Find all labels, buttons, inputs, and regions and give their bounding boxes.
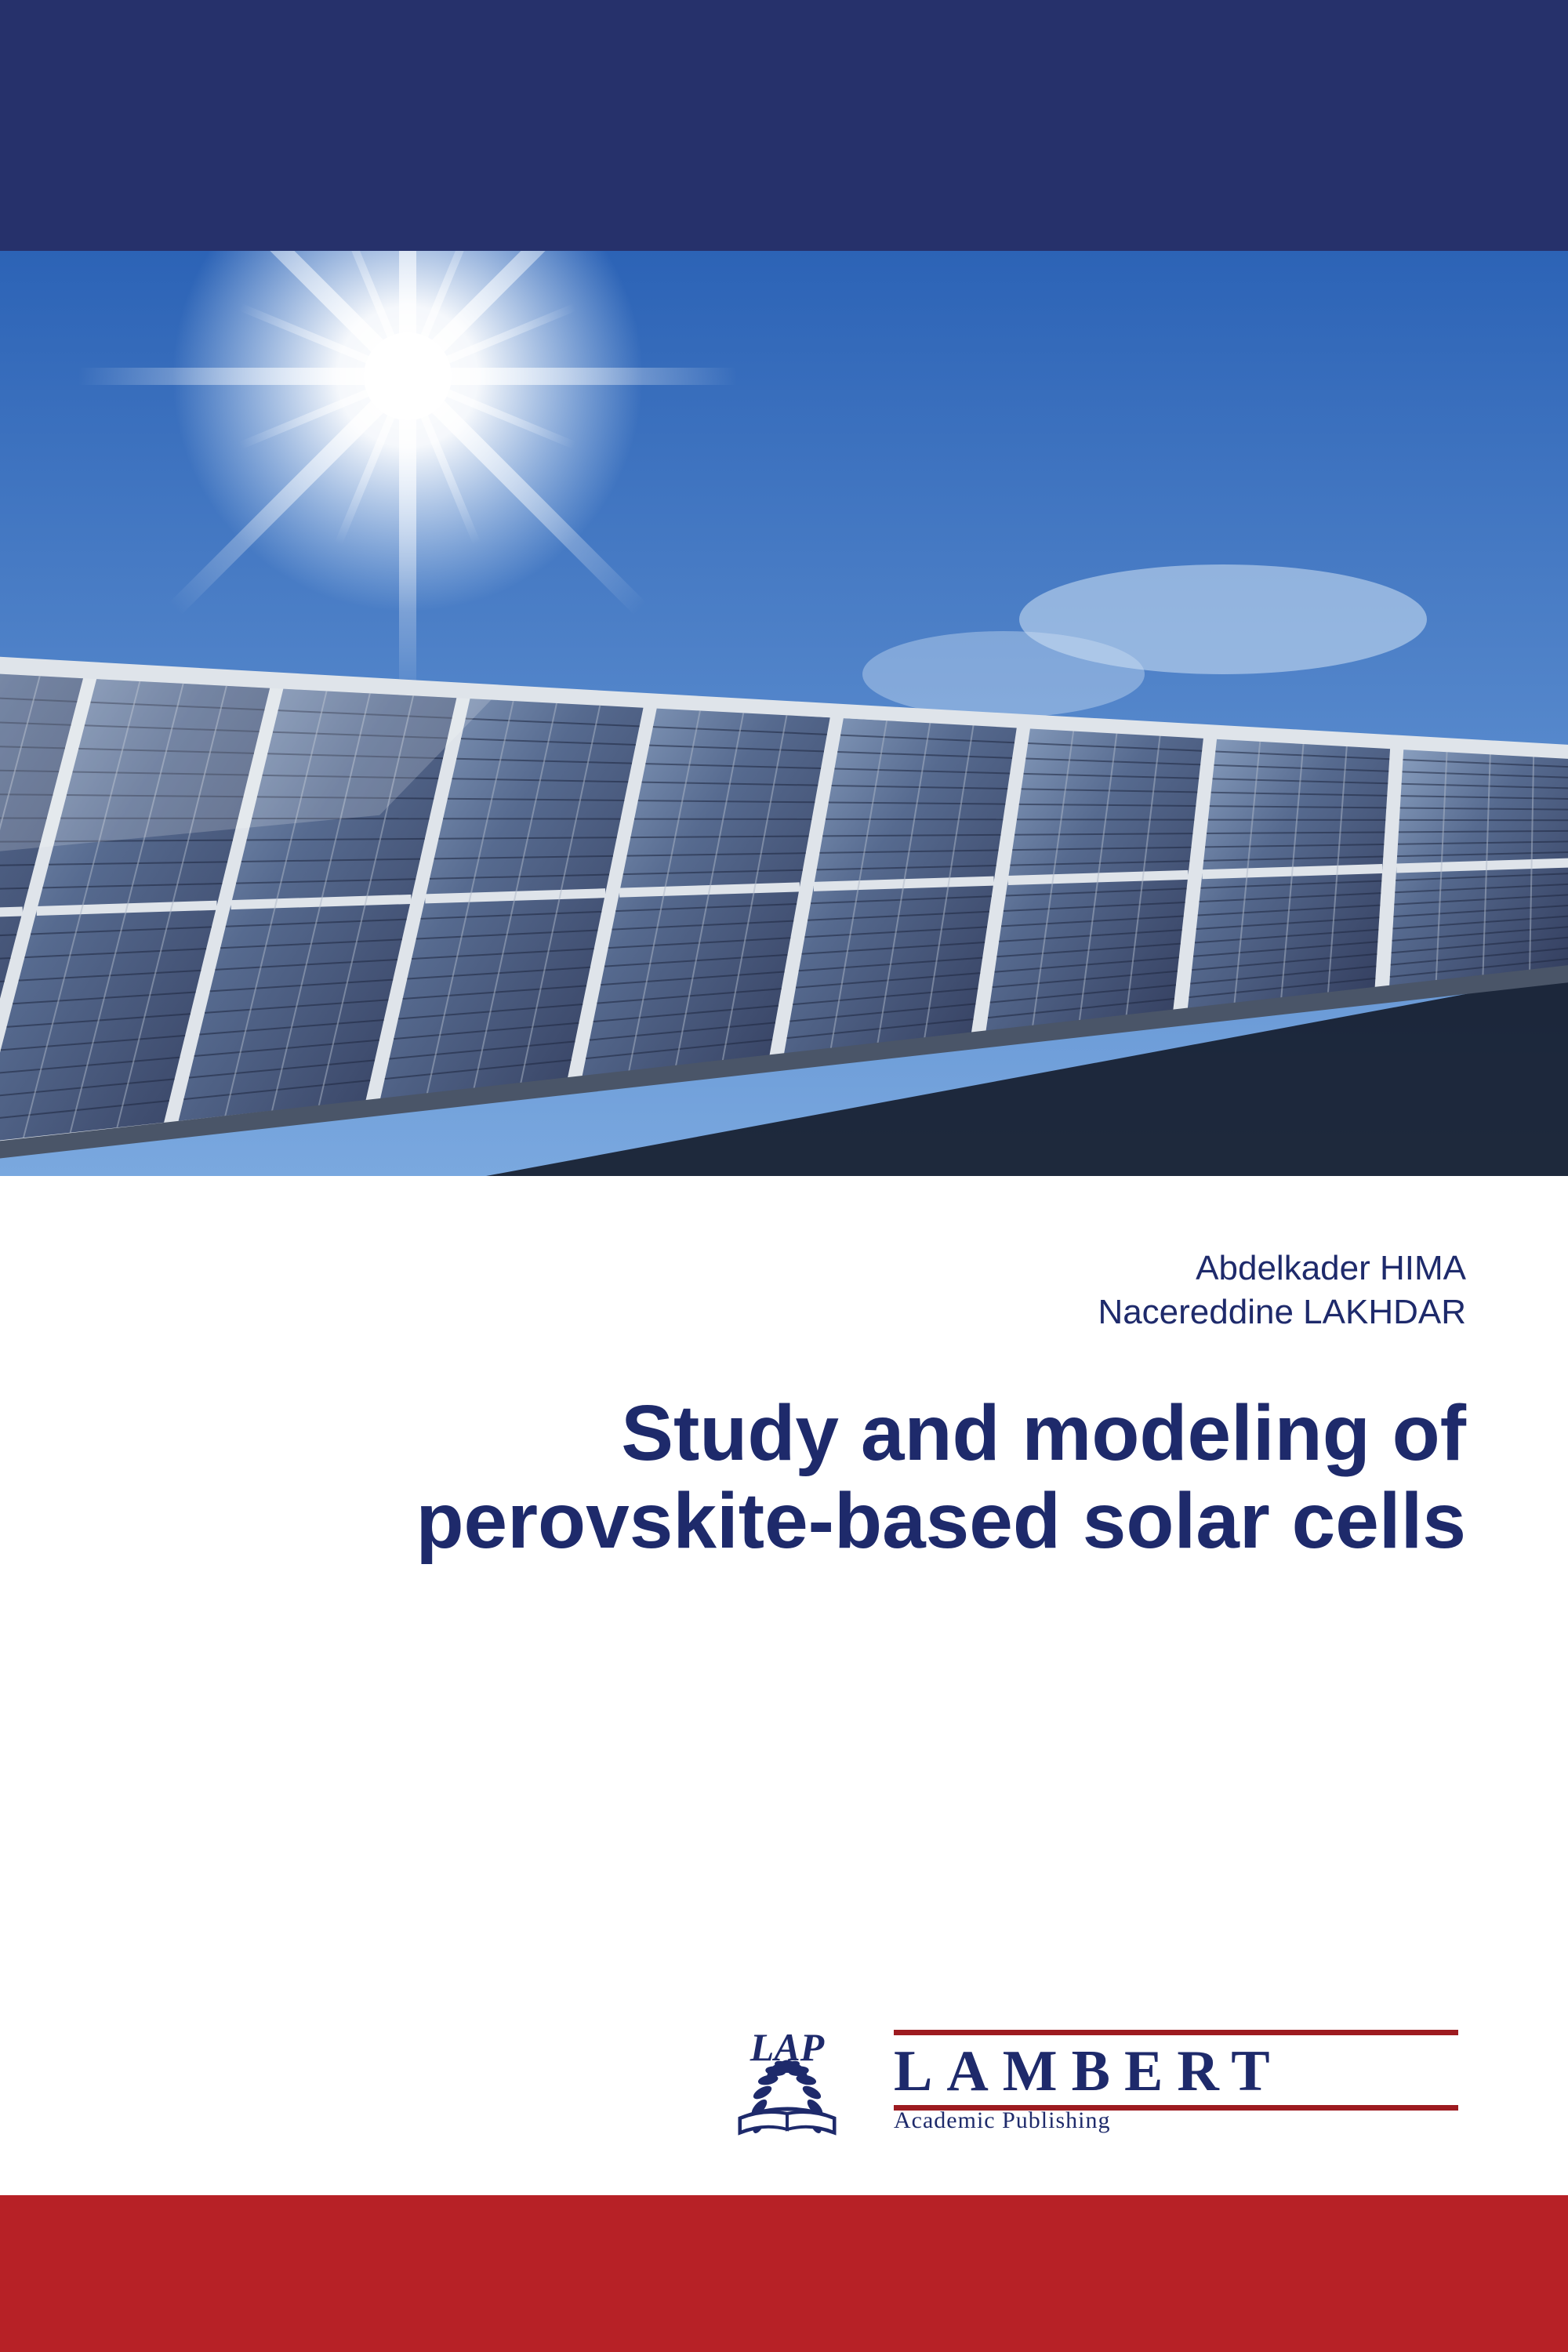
lap-badge-icon: LAP [709, 2015, 866, 2148]
hero-svg [0, 251, 1568, 1176]
publisher-logo: LAP LAMBERT Academic Publishing [102, 2015, 1466, 2148]
title-line-1: Study and modeling of [102, 1389, 1466, 1477]
author-line-2: Nacereddine LAKHDAR [102, 1290, 1466, 1334]
lambert-top-rule [894, 2030, 1458, 2035]
book-title: Study and modeling of perovskite-based s… [102, 1389, 1466, 1565]
lambert-subtitle: Academic Publishing [894, 2107, 1458, 2134]
content-area: Abdelkader HIMA Nacereddine LAKHDAR Stud… [0, 1176, 1568, 2195]
svg-text:LAP: LAP [750, 2025, 825, 2069]
top-band [0, 0, 1568, 251]
spacer [102, 1565, 1466, 2015]
hero-image [0, 251, 1568, 1176]
title-line-2: perovskite-based solar cells [102, 1477, 1466, 1565]
lambert-block: LAMBERT Academic Publishing [894, 2030, 1458, 2134]
bottom-band [0, 2195, 1568, 2352]
authors-block: Abdelkader HIMA Nacereddine LAKHDAR [102, 1247, 1466, 1334]
lambert-name: LAMBERT [894, 2035, 1458, 2105]
author-line-1: Abdelkader HIMA [102, 1247, 1466, 1290]
book-cover: Abdelkader HIMA Nacereddine LAKHDAR Stud… [0, 0, 1568, 2352]
